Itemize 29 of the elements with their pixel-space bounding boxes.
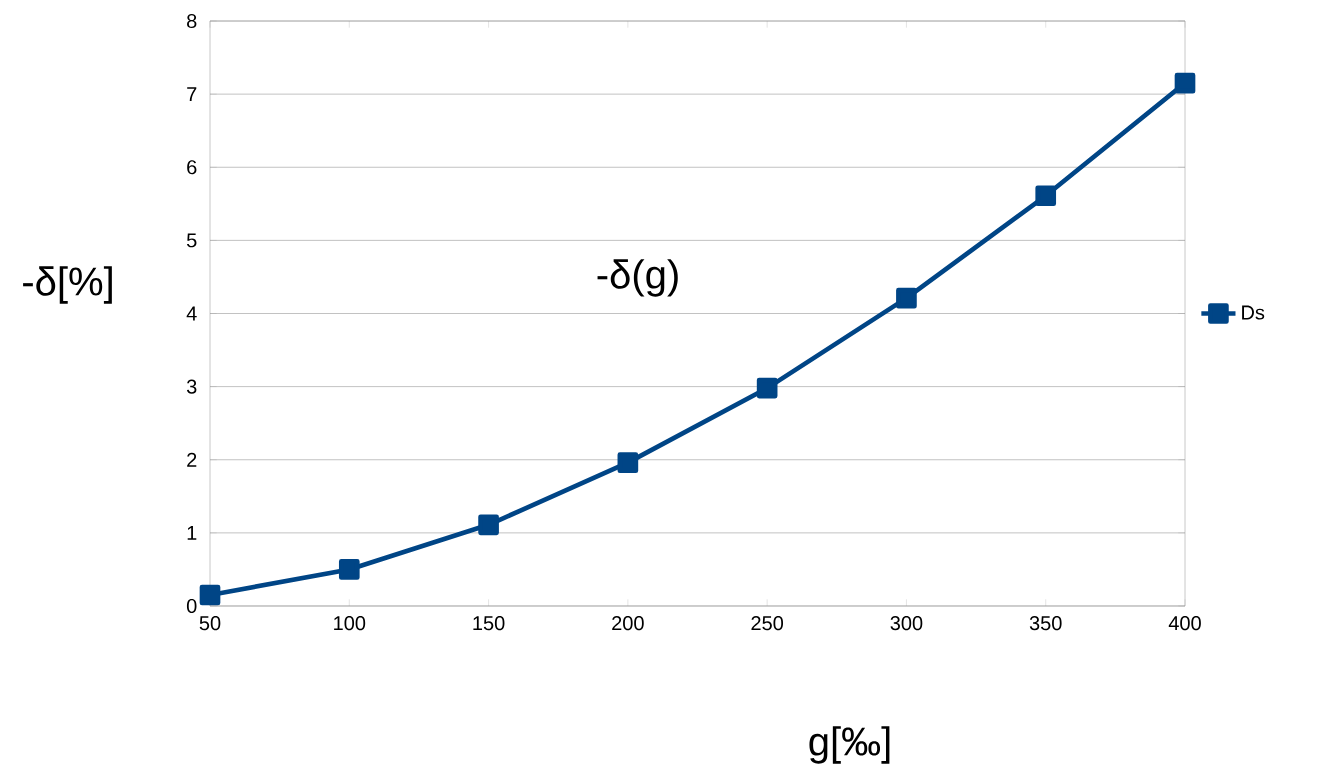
point — [896, 287, 917, 309]
y-tick-label: 3 — [186, 379, 197, 394]
x-tick-label: 300 — [890, 616, 923, 631]
x-tick-label: 350 — [1029, 616, 1062, 631]
y-tick-label: 5 — [186, 233, 197, 248]
point — [338, 559, 360, 580]
y-tick-label: 0 — [186, 598, 197, 614]
y-tick-label: 8 — [187, 13, 197, 29]
y-tick-label: 4 — [186, 306, 197, 321]
x-tick-label: 250 — [751, 616, 784, 631]
y-tick-label: 7 — [187, 87, 197, 102]
x-axis-title: g[‰] — [809, 726, 890, 764]
x-tick-label: 150 — [473, 616, 505, 631]
point — [1035, 185, 1057, 207]
y-tick-label: 2 — [187, 452, 197, 467]
y-axis-title: -δ[%] — [23, 266, 112, 304]
y-tick-label: 6 — [187, 160, 197, 175]
x-tick-label: 50 — [199, 616, 221, 631]
y-tick-label: 1 — [187, 526, 197, 540]
text: -δ(g) — [597, 259, 678, 297]
legend-label: Ds — [1242, 305, 1265, 320]
point — [199, 584, 221, 606]
point — [478, 514, 499, 536]
point — [617, 452, 639, 474]
x-tick-label: 200 — [612, 616, 644, 631]
x-tick-label: 100 — [334, 616, 366, 631]
x-tick-label: 400 — [1168, 616, 1201, 631]
point — [1174, 72, 1196, 94]
point — [756, 377, 778, 399]
